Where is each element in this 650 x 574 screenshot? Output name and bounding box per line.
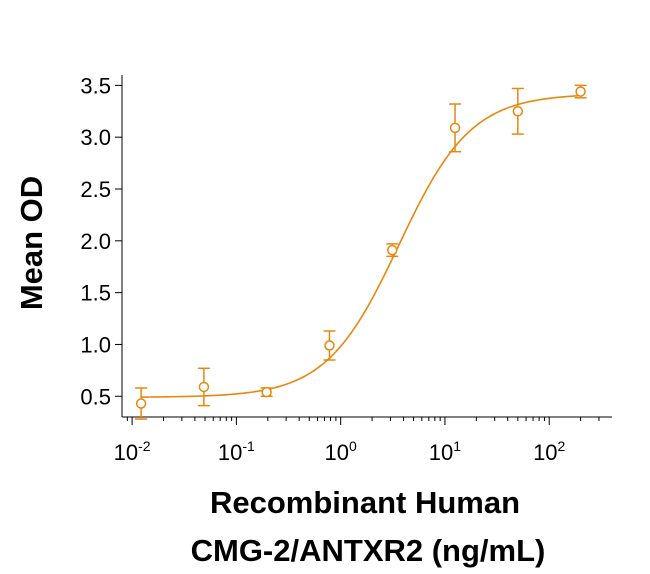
x-axis: 10-2 10-1 100 101 102 [114,416,612,465]
x-tick-label: 10-2 [114,438,151,465]
y-tick-label: 1.5 [80,281,111,306]
data-point [575,86,586,97]
y-tick-label: 2.0 [80,229,111,254]
y-axis-title: Mean OD [14,176,49,310]
y-tick-label: 0.5 [80,384,111,409]
y-tick-label: 1.0 [80,332,111,357]
fit-curve-group [141,94,581,398]
data-point [324,340,335,351]
y-axis: 0.5 1.0 1.5 2.0 2.5 3.0 3.5 [80,73,123,417]
data-point [261,386,272,398]
data-point [387,244,398,256]
data-point [135,398,147,409]
y-tick-label: 3.0 [80,125,111,150]
data-point [512,106,524,117]
x-tick-label: 102 [533,438,565,465]
x-axis-title-line2: CMG-2/ANTXR2 (ng/mL) [191,533,546,568]
y-tick-label: 3.5 [80,73,111,98]
data-point [198,381,210,393]
x-tick-label: 101 [429,438,461,465]
x-tick-label: 100 [325,438,357,465]
fit-curve [141,94,581,398]
y-tick-label: 2.5 [80,177,111,202]
data-point [449,122,461,134]
x-axis-title-line1: Recombinant Human [210,485,520,520]
x-tick-label: 10-1 [218,438,255,465]
data-points-group [135,84,587,420]
